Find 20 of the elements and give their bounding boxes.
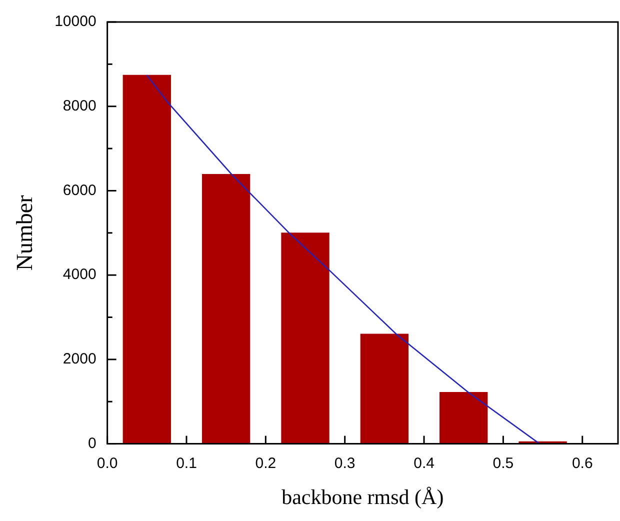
y-tick-label: 2000 — [62, 350, 96, 368]
x-tick-label: 0.0 — [96, 454, 118, 472]
x-tick-label: 0.6 — [572, 454, 593, 472]
y-tick-label: 10000 — [54, 13, 96, 30]
bar — [440, 392, 488, 444]
y-tick-label: 8000 — [62, 98, 96, 114]
bar — [360, 334, 409, 444]
y-axis-title: Number — [12, 194, 37, 271]
bar — [281, 232, 330, 444]
y-tick-label: 6000 — [62, 182, 96, 199]
y-tick-label: 4000 — [62, 266, 96, 284]
x-axis-title: backbone rmsd (Å) — [282, 484, 444, 509]
y-tick-label: 0 — [88, 434, 96, 452]
x-tick-label: 0.3 — [334, 454, 356, 472]
x-tick-label: 0.2 — [255, 454, 276, 472]
x-tick-label: 0.4 — [414, 454, 434, 472]
x-tick-label: 0.1 — [176, 454, 197, 472]
bar — [122, 74, 171, 444]
x-tick-label: 0.5 — [492, 454, 514, 472]
bar — [202, 174, 250, 444]
